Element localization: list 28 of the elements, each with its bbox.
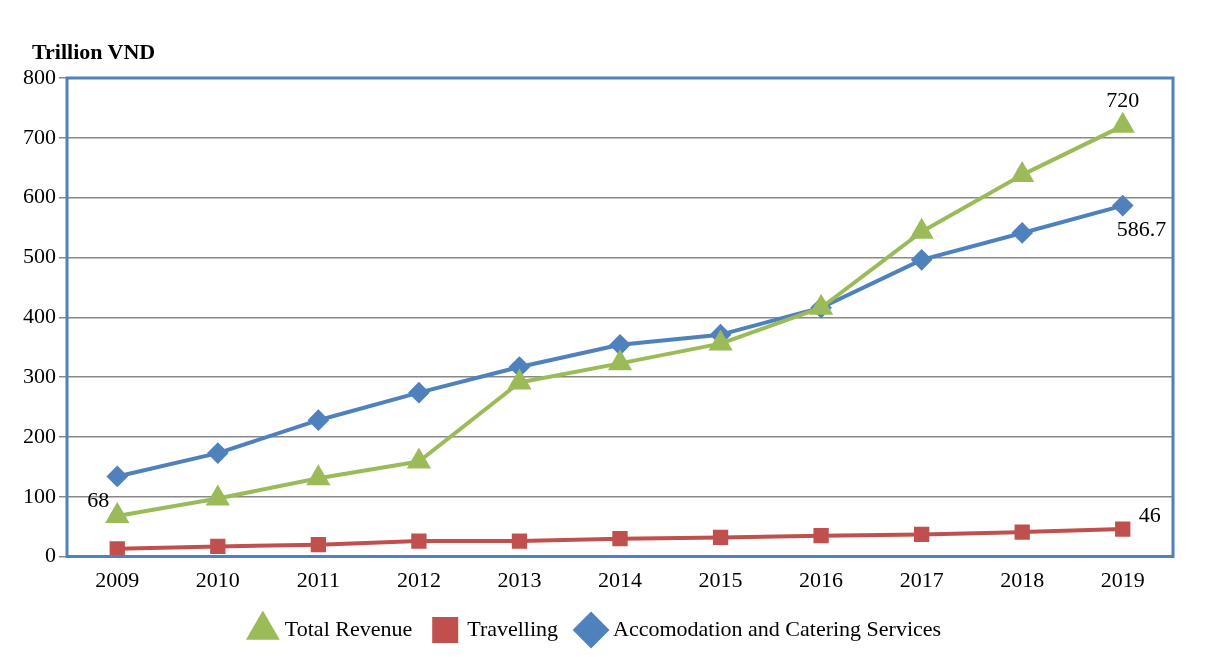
data-label: 46: [1138, 501, 1161, 527]
data-label: 586.7: [1116, 216, 1167, 242]
x-tick-label: 2015: [698, 566, 743, 592]
x-tick-label: 2019: [1100, 566, 1145, 592]
y-tick-label: 600: [23, 183, 56, 209]
legend-label: Total Revenue: [284, 615, 413, 641]
y-tick-label: 200: [23, 422, 56, 448]
y-tick-label: 100: [23, 482, 56, 508]
x-tick-label: 2014: [598, 566, 642, 592]
x-tick-label: 2018: [1000, 566, 1045, 592]
data-label: 68: [87, 486, 110, 512]
x-tick-label: 2011: [296, 566, 340, 592]
y-tick-label: 800: [23, 63, 56, 89]
y-tick-label: 400: [23, 303, 56, 329]
data-label: 720: [1106, 86, 1140, 112]
x-tick-label: 2009: [95, 566, 140, 592]
y-tick-label: 0: [45, 542, 56, 568]
x-tick-label: 2012: [396, 566, 441, 592]
y-tick-label: 300: [23, 362, 56, 388]
y-tick-label: 500: [23, 243, 56, 269]
x-tick-label: 2013: [497, 566, 542, 592]
x-tick-label: 2017: [899, 566, 944, 592]
x-tick-label: 2016: [799, 566, 844, 592]
legend-label: Accomodation and Catering Services: [613, 615, 942, 641]
y-tick-label: 700: [23, 123, 56, 149]
x-tick-label: 2010: [195, 566, 240, 592]
legend-label: Travelling: [467, 615, 559, 641]
y-axis-title: Trillion VND: [32, 38, 156, 64]
